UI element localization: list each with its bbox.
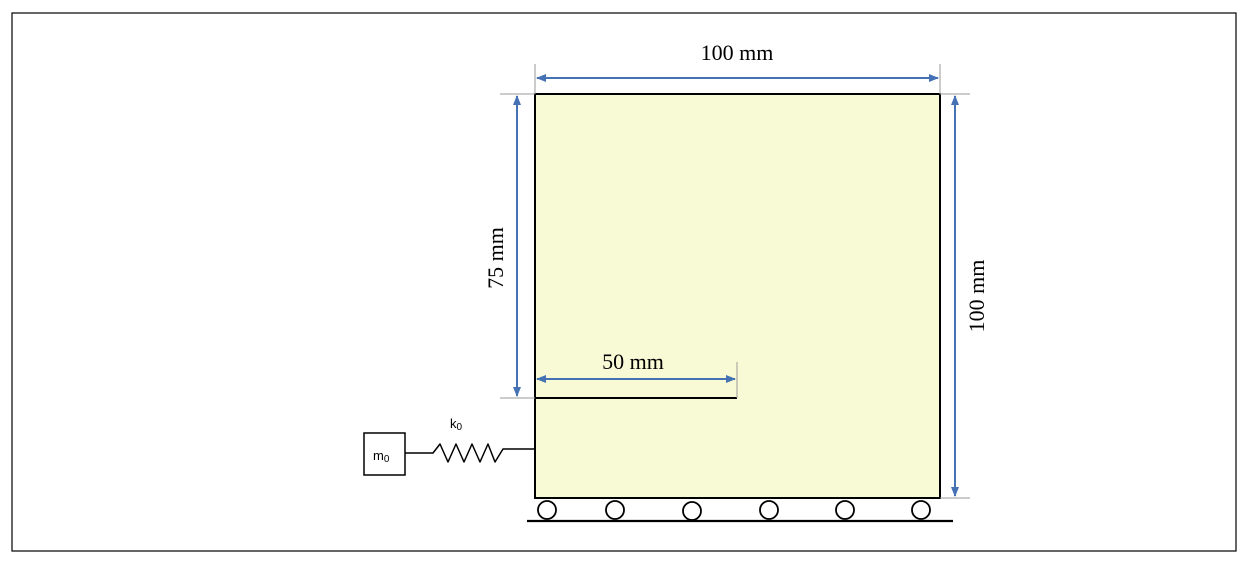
extension-lines [500, 64, 970, 499]
spring-label-sub: 0 [457, 422, 463, 433]
dim-label-crack: 50 mm [602, 349, 664, 374]
mass-label-sub: 0 [384, 454, 390, 465]
mass-box [363, 432, 406, 476]
roller-supports [537, 500, 931, 521]
roller [835, 500, 855, 520]
spring-label: k0 [450, 416, 463, 433]
dim-label-right: 100 mm [964, 260, 989, 333]
spring [405, 443, 535, 463]
roller [682, 501, 702, 521]
outer-frame [11, 12, 1237, 552]
roller [911, 500, 931, 520]
roller [537, 500, 557, 520]
roller [759, 500, 779, 520]
mass-label-main: m [373, 448, 384, 463]
dim-label-top: 100 mm [701, 40, 774, 65]
roller [605, 500, 625, 520]
spring-label-main: k [450, 416, 457, 431]
dim-label-left: 75 mm [483, 227, 508, 289]
plate [534, 93, 941, 499]
mass-label: m0 [373, 448, 390, 465]
